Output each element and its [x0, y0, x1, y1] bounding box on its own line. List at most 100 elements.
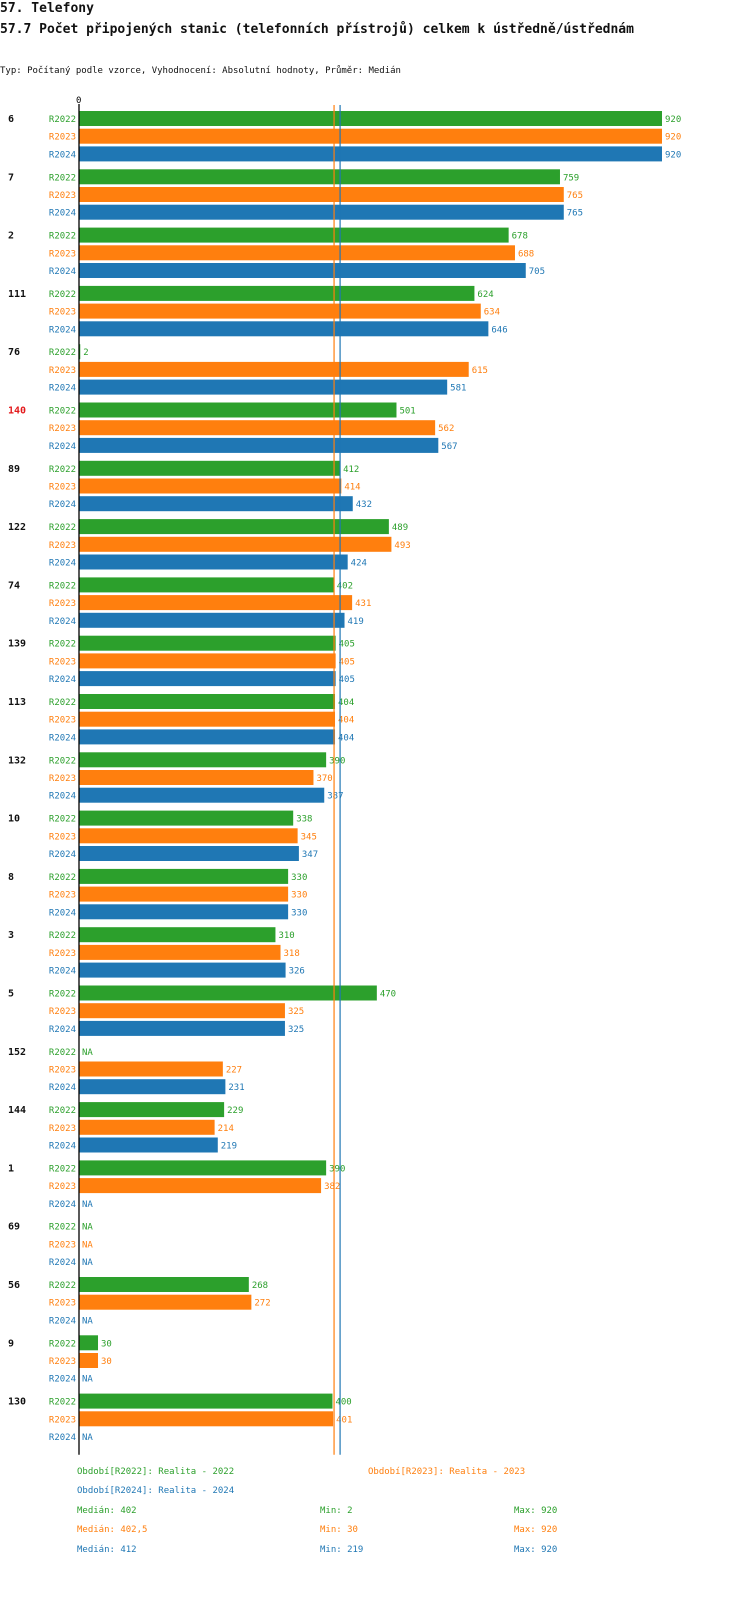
na-label: NA	[82, 1258, 93, 1268]
bar	[79, 828, 298, 844]
group-label: 113	[8, 697, 26, 708]
series-label: R2023	[49, 191, 76, 201]
series-label: R2022	[49, 873, 76, 883]
value-label: 705	[529, 267, 545, 277]
bar	[79, 1137, 218, 1153]
series-label: R2022	[49, 348, 76, 358]
series-label: R2022	[49, 523, 76, 533]
value-label: 401	[336, 1415, 352, 1425]
group-label: 130	[8, 1397, 26, 1408]
bar	[79, 904, 289, 920]
value-label: 227	[226, 1066, 242, 1076]
group-label: 2	[8, 231, 14, 242]
group-label: 76	[8, 347, 20, 358]
legend-median-r2023: Medián: 402,5	[77, 1525, 148, 1535]
bar	[79, 437, 439, 453]
na-label: NA	[82, 1200, 93, 1210]
value-label: 646	[491, 325, 507, 335]
series-label: R2024	[49, 967, 76, 977]
bar	[79, 653, 336, 669]
value-label: 400	[335, 1398, 351, 1408]
group-label: 5	[8, 989, 14, 1000]
series-label: R2023	[49, 1124, 76, 1134]
value-label: 414	[344, 483, 360, 493]
series-label: R2023	[49, 599, 76, 609]
series-label: R2024	[49, 617, 76, 627]
value-label: 920	[665, 133, 681, 143]
series-label: R2022	[49, 1223, 76, 1233]
legend-min-r2023: Min: 30	[320, 1525, 358, 1535]
series-label: R2022	[49, 115, 76, 125]
series-label: R2022	[49, 1339, 76, 1349]
bar	[79, 671, 336, 687]
series-label: R2022	[49, 581, 76, 591]
series-label: R2024	[49, 1142, 76, 1152]
value-label: 2	[83, 348, 88, 358]
series-label: R2023	[49, 1357, 76, 1367]
series-label: R2024	[49, 1200, 76, 1210]
bar	[79, 985, 377, 1001]
value-label: 338	[296, 815, 312, 825]
series-label: R2023	[49, 1066, 76, 1076]
legend-median-r2024: Medián: 412	[77, 1545, 137, 1555]
series-label: R2024	[49, 559, 76, 569]
series-label: R2024	[49, 675, 76, 685]
bar	[79, 536, 392, 552]
value-label: 326	[289, 967, 305, 977]
series-label: R2022	[49, 1281, 76, 1291]
value-label: 562	[438, 424, 454, 434]
value-label: 432	[356, 500, 372, 510]
series-label: R2023	[49, 424, 76, 434]
bar	[79, 204, 564, 220]
series-label: R2024	[49, 150, 76, 160]
bar-chart: 0 6 R2022 920 R2023 920 R2024 920 7 R2022 759 R2023…	[8, 96, 681, 1455]
bar	[79, 227, 509, 243]
bar	[79, 321, 489, 337]
group-label: 1	[8, 1163, 14, 1174]
value-label: 765	[567, 209, 583, 219]
series-label: R2022	[49, 232, 76, 242]
series-label: R2022	[49, 173, 76, 183]
value-label: 330	[291, 891, 307, 901]
series-label: R2023	[49, 891, 76, 901]
value-label: 404	[338, 733, 354, 743]
value-label: 405	[339, 640, 355, 650]
bar	[79, 1160, 327, 1176]
bar	[79, 962, 286, 978]
bar	[79, 1411, 334, 1427]
bar	[79, 729, 336, 745]
bar	[79, 868, 289, 884]
bar	[79, 263, 526, 278]
value-label: 219	[221, 1142, 237, 1152]
series-label: R2023	[49, 249, 76, 259]
value-label: 920	[665, 115, 681, 125]
value-label: 390	[329, 1164, 345, 1174]
bar	[79, 554, 348, 570]
series-label: R2024	[49, 442, 76, 452]
value-label: 272	[254, 1299, 270, 1309]
series-label: R2024	[49, 1258, 76, 1268]
value-label: 318	[284, 949, 300, 959]
bar	[79, 128, 662, 144]
series-label: R2022	[49, 1048, 76, 1058]
series-label: R2024	[49, 1375, 76, 1385]
value-label: 325	[288, 1007, 304, 1017]
value-label: 347	[302, 850, 318, 860]
series-label: R2023	[49, 133, 76, 143]
series-label: R2024	[49, 325, 76, 335]
series-label: R2024	[49, 1025, 76, 1035]
series-label: R2023	[49, 1240, 76, 1250]
bar	[79, 1119, 215, 1135]
bar	[79, 285, 475, 301]
legend-max-r2022: Max: 920	[514, 1506, 558, 1516]
series-label: R2022	[49, 290, 76, 300]
value-label: 920	[665, 150, 681, 160]
bar	[79, 361, 469, 377]
bar	[79, 169, 560, 185]
group-label: 152	[8, 1047, 26, 1058]
value-label: 412	[343, 465, 359, 475]
bar	[79, 752, 327, 768]
bar	[79, 927, 276, 943]
value-label: 345	[301, 832, 317, 842]
series-label: R2022	[49, 698, 76, 708]
